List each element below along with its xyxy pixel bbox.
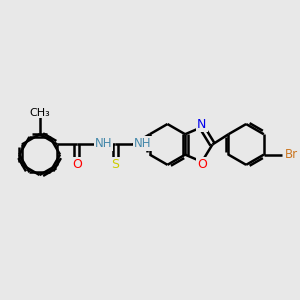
Text: CH₃: CH₃ [29,107,50,118]
Text: O: O [72,158,82,171]
Text: N: N [197,118,207,131]
Text: NH: NH [134,137,151,150]
Text: NH: NH [95,137,112,150]
Text: S: S [112,158,119,171]
Text: Br: Br [284,148,298,161]
Text: O: O [197,158,207,171]
